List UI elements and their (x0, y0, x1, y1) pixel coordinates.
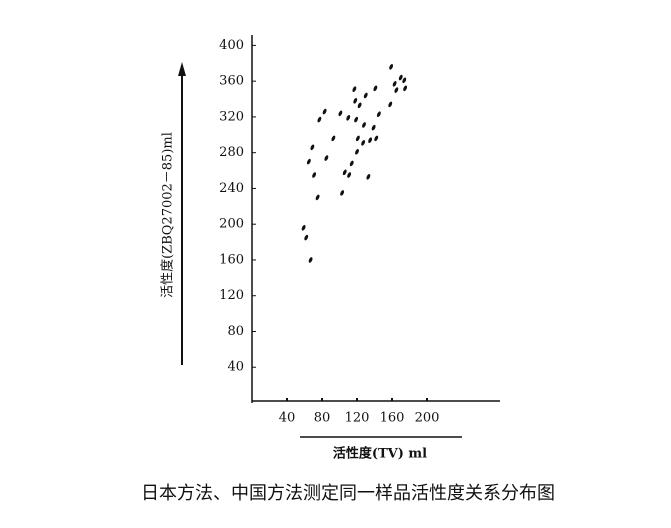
point (322, 108, 327, 115)
point (392, 81, 397, 87)
x-axis-label: 活性度(TV) ml (333, 446, 427, 462)
x-tick-label: 200 (415, 411, 440, 426)
point (398, 74, 403, 81)
point (310, 144, 315, 151)
y-tick-label: 160 (219, 252, 244, 267)
y-tick-label: 320 (219, 109, 244, 124)
point (353, 98, 358, 104)
point (403, 85, 408, 92)
point (340, 190, 345, 196)
point (394, 87, 399, 93)
y-tick-label: 80 (227, 324, 244, 339)
arrow-head (178, 62, 186, 76)
y-axis-label: 活性度(ZBQ27002－85)ml (160, 132, 176, 298)
x-tick-label: 160 (380, 411, 405, 426)
y-tick-label: 400 (219, 38, 244, 53)
point (312, 172, 317, 178)
point (315, 194, 320, 201)
point (347, 172, 352, 178)
point (355, 148, 359, 155)
point (338, 110, 343, 117)
x-tick-label: 120 (345, 411, 370, 426)
point (331, 135, 336, 142)
point (388, 101, 393, 108)
y-tick-label: 360 (219, 74, 244, 89)
point (355, 135, 360, 142)
point (366, 174, 371, 180)
point (374, 135, 379, 142)
point (362, 122, 366, 128)
point (306, 158, 311, 165)
point (357, 102, 362, 109)
point (376, 111, 381, 118)
point (361, 140, 366, 146)
point (368, 137, 373, 143)
point (389, 64, 394, 70)
point (402, 77, 407, 84)
point (317, 116, 322, 123)
y-tick-label: 200 (219, 217, 244, 232)
y-tick-label: 240 (219, 181, 244, 196)
y-tick-label: 40 (227, 360, 244, 375)
point (342, 169, 347, 176)
point (324, 155, 329, 161)
point (354, 116, 359, 123)
point (352, 86, 357, 93)
x-tick-label: 40 (279, 411, 296, 426)
x-tick-label: 80 (314, 411, 331, 426)
y-tick-label: 280 (219, 145, 244, 160)
point (371, 124, 376, 131)
point (373, 85, 378, 92)
point (363, 92, 368, 99)
y-tick-label: 120 (219, 288, 244, 303)
chart-title: 日本方法、中国方法测定同一样品活性度关系分布图 (141, 483, 555, 504)
point (349, 160, 354, 167)
point (308, 257, 313, 263)
point (304, 234, 309, 241)
point (301, 224, 306, 231)
point (346, 115, 351, 121)
